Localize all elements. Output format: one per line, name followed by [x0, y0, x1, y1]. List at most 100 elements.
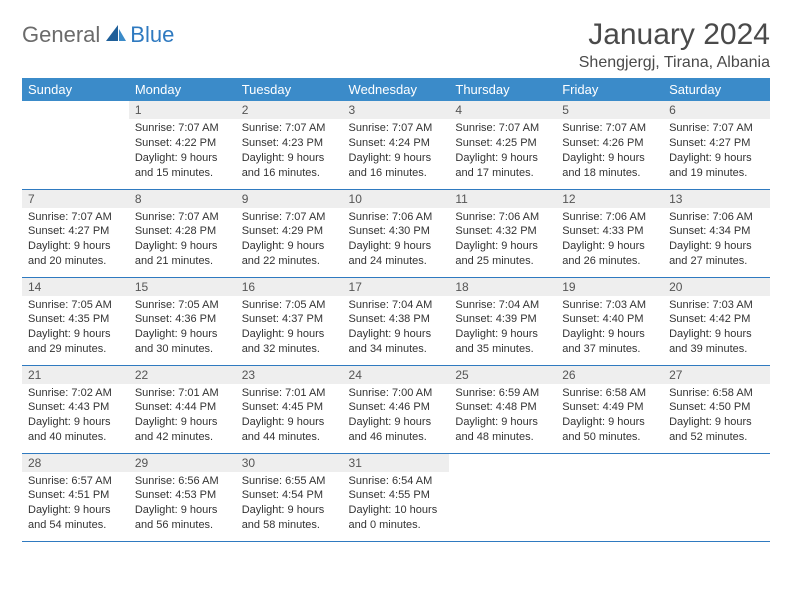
day-info: Sunrise: 6:56 AMSunset: 4:53 PMDaylight:… — [129, 472, 236, 537]
calendar-day-cell: 13Sunrise: 7:06 AMSunset: 4:34 PMDayligh… — [663, 189, 770, 277]
day-number: 20 — [663, 278, 770, 296]
day-info: Sunrise: 7:00 AMSunset: 4:46 PMDaylight:… — [343, 384, 450, 449]
day-number: 14 — [22, 278, 129, 296]
day-info: Sunrise: 7:04 AMSunset: 4:39 PMDaylight:… — [449, 296, 556, 361]
calendar-day-cell: 2Sunrise: 7:07 AMSunset: 4:23 PMDaylight… — [236, 101, 343, 189]
calendar-empty-cell — [22, 101, 129, 189]
day-info: Sunrise: 6:58 AMSunset: 4:50 PMDaylight:… — [663, 384, 770, 449]
calendar-day-cell: 9Sunrise: 7:07 AMSunset: 4:29 PMDaylight… — [236, 189, 343, 277]
day-number: 24 — [343, 366, 450, 384]
calendar-day-cell: 18Sunrise: 7:04 AMSunset: 4:39 PMDayligh… — [449, 277, 556, 365]
weekday-header: Thursday — [449, 78, 556, 101]
weekday-header-row: Sunday Monday Tuesday Wednesday Thursday… — [22, 78, 770, 101]
day-info: Sunrise: 6:55 AMSunset: 4:54 PMDaylight:… — [236, 472, 343, 537]
logo-sail-icon — [104, 23, 128, 48]
calendar-day-cell: 23Sunrise: 7:01 AMSunset: 4:45 PMDayligh… — [236, 365, 343, 453]
day-number: 19 — [556, 278, 663, 296]
header: General Blue January 2024 Shengjergj, Ti… — [22, 18, 770, 72]
calendar-day-cell: 14Sunrise: 7:05 AMSunset: 4:35 PMDayligh… — [22, 277, 129, 365]
month-title: January 2024 — [579, 18, 770, 52]
day-number: 2 — [236, 101, 343, 119]
day-number: 11 — [449, 190, 556, 208]
day-number: 27 — [663, 366, 770, 384]
calendar-week-row: 7Sunrise: 7:07 AMSunset: 4:27 PMDaylight… — [22, 189, 770, 277]
calendar-day-cell: 3Sunrise: 7:07 AMSunset: 4:24 PMDaylight… — [343, 101, 450, 189]
day-number: 23 — [236, 366, 343, 384]
weekday-header: Friday — [556, 78, 663, 101]
weekday-header: Tuesday — [236, 78, 343, 101]
day-info: Sunrise: 7:06 AMSunset: 4:34 PMDaylight:… — [663, 208, 770, 273]
day-info: Sunrise: 7:07 AMSunset: 4:22 PMDaylight:… — [129, 119, 236, 184]
calendar-day-cell: 22Sunrise: 7:01 AMSunset: 4:44 PMDayligh… — [129, 365, 236, 453]
day-number: 31 — [343, 454, 450, 472]
calendar-week-row: 21Sunrise: 7:02 AMSunset: 4:43 PMDayligh… — [22, 365, 770, 453]
day-info: Sunrise: 7:05 AMSunset: 4:36 PMDaylight:… — [129, 296, 236, 361]
calendar-day-cell: 19Sunrise: 7:03 AMSunset: 4:40 PMDayligh… — [556, 277, 663, 365]
calendar-empty-cell — [449, 453, 556, 541]
day-number: 5 — [556, 101, 663, 119]
weekday-header: Saturday — [663, 78, 770, 101]
day-info: Sunrise: 7:05 AMSunset: 4:35 PMDaylight:… — [22, 296, 129, 361]
day-number: 6 — [663, 101, 770, 119]
day-number: 4 — [449, 101, 556, 119]
calendar-empty-cell — [663, 453, 770, 541]
title-block: January 2024 Shengjergj, Tirana, Albania — [579, 18, 770, 72]
day-info: Sunrise: 6:58 AMSunset: 4:49 PMDaylight:… — [556, 384, 663, 449]
day-info: Sunrise: 7:06 AMSunset: 4:32 PMDaylight:… — [449, 208, 556, 273]
day-info: Sunrise: 7:04 AMSunset: 4:38 PMDaylight:… — [343, 296, 450, 361]
calendar-day-cell: 6Sunrise: 7:07 AMSunset: 4:27 PMDaylight… — [663, 101, 770, 189]
day-number: 29 — [129, 454, 236, 472]
day-info: Sunrise: 7:07 AMSunset: 4:25 PMDaylight:… — [449, 119, 556, 184]
day-number: 10 — [343, 190, 450, 208]
day-number: 22 — [129, 366, 236, 384]
calendar-week-row: 1Sunrise: 7:07 AMSunset: 4:22 PMDaylight… — [22, 101, 770, 189]
day-number: 15 — [129, 278, 236, 296]
weekday-header: Wednesday — [343, 78, 450, 101]
day-number: 25 — [449, 366, 556, 384]
day-info: Sunrise: 7:03 AMSunset: 4:42 PMDaylight:… — [663, 296, 770, 361]
calendar-day-cell: 17Sunrise: 7:04 AMSunset: 4:38 PMDayligh… — [343, 277, 450, 365]
day-number: 30 — [236, 454, 343, 472]
day-number: 16 — [236, 278, 343, 296]
day-number: 8 — [129, 190, 236, 208]
brand-logo: General Blue — [22, 18, 174, 48]
day-number: 21 — [22, 366, 129, 384]
day-info: Sunrise: 7:05 AMSunset: 4:37 PMDaylight:… — [236, 296, 343, 361]
calendar-empty-cell — [556, 453, 663, 541]
day-number: 3 — [343, 101, 450, 119]
calendar-day-cell: 21Sunrise: 7:02 AMSunset: 4:43 PMDayligh… — [22, 365, 129, 453]
calendar-day-cell: 24Sunrise: 7:00 AMSunset: 4:46 PMDayligh… — [343, 365, 450, 453]
day-number: 13 — [663, 190, 770, 208]
day-info: Sunrise: 7:06 AMSunset: 4:30 PMDaylight:… — [343, 208, 450, 273]
day-info: Sunrise: 7:07 AMSunset: 4:23 PMDaylight:… — [236, 119, 343, 184]
calendar-day-cell: 1Sunrise: 7:07 AMSunset: 4:22 PMDaylight… — [129, 101, 236, 189]
calendar-day-cell: 31Sunrise: 6:54 AMSunset: 4:55 PMDayligh… — [343, 453, 450, 541]
location: Shengjergj, Tirana, Albania — [579, 54, 770, 72]
calendar-day-cell: 16Sunrise: 7:05 AMSunset: 4:37 PMDayligh… — [236, 277, 343, 365]
weekday-header: Monday — [129, 78, 236, 101]
calendar-day-cell: 26Sunrise: 6:58 AMSunset: 4:49 PMDayligh… — [556, 365, 663, 453]
calendar-day-cell: 11Sunrise: 7:06 AMSunset: 4:32 PMDayligh… — [449, 189, 556, 277]
brand-blue: Blue — [130, 22, 174, 48]
day-number: 18 — [449, 278, 556, 296]
calendar-day-cell: 29Sunrise: 6:56 AMSunset: 4:53 PMDayligh… — [129, 453, 236, 541]
calendar-body: 1Sunrise: 7:07 AMSunset: 4:22 PMDaylight… — [22, 101, 770, 541]
day-info: Sunrise: 6:57 AMSunset: 4:51 PMDaylight:… — [22, 472, 129, 537]
day-info: Sunrise: 7:07 AMSunset: 4:26 PMDaylight:… — [556, 119, 663, 184]
day-info: Sunrise: 7:03 AMSunset: 4:40 PMDaylight:… — [556, 296, 663, 361]
day-number: 28 — [22, 454, 129, 472]
weekday-header: Sunday — [22, 78, 129, 101]
day-number: 9 — [236, 190, 343, 208]
day-info: Sunrise: 7:07 AMSunset: 4:27 PMDaylight:… — [22, 208, 129, 273]
day-info: Sunrise: 7:02 AMSunset: 4:43 PMDaylight:… — [22, 384, 129, 449]
calendar-table: Sunday Monday Tuesday Wednesday Thursday… — [22, 78, 770, 542]
calendar-week-row: 28Sunrise: 6:57 AMSunset: 4:51 PMDayligh… — [22, 453, 770, 541]
day-info: Sunrise: 7:07 AMSunset: 4:24 PMDaylight:… — [343, 119, 450, 184]
day-number: 17 — [343, 278, 450, 296]
day-info: Sunrise: 7:07 AMSunset: 4:29 PMDaylight:… — [236, 208, 343, 273]
day-info: Sunrise: 6:54 AMSunset: 4:55 PMDaylight:… — [343, 472, 450, 537]
calendar-day-cell: 20Sunrise: 7:03 AMSunset: 4:42 PMDayligh… — [663, 277, 770, 365]
calendar-day-cell: 30Sunrise: 6:55 AMSunset: 4:54 PMDayligh… — [236, 453, 343, 541]
day-number: 26 — [556, 366, 663, 384]
day-number: 12 — [556, 190, 663, 208]
